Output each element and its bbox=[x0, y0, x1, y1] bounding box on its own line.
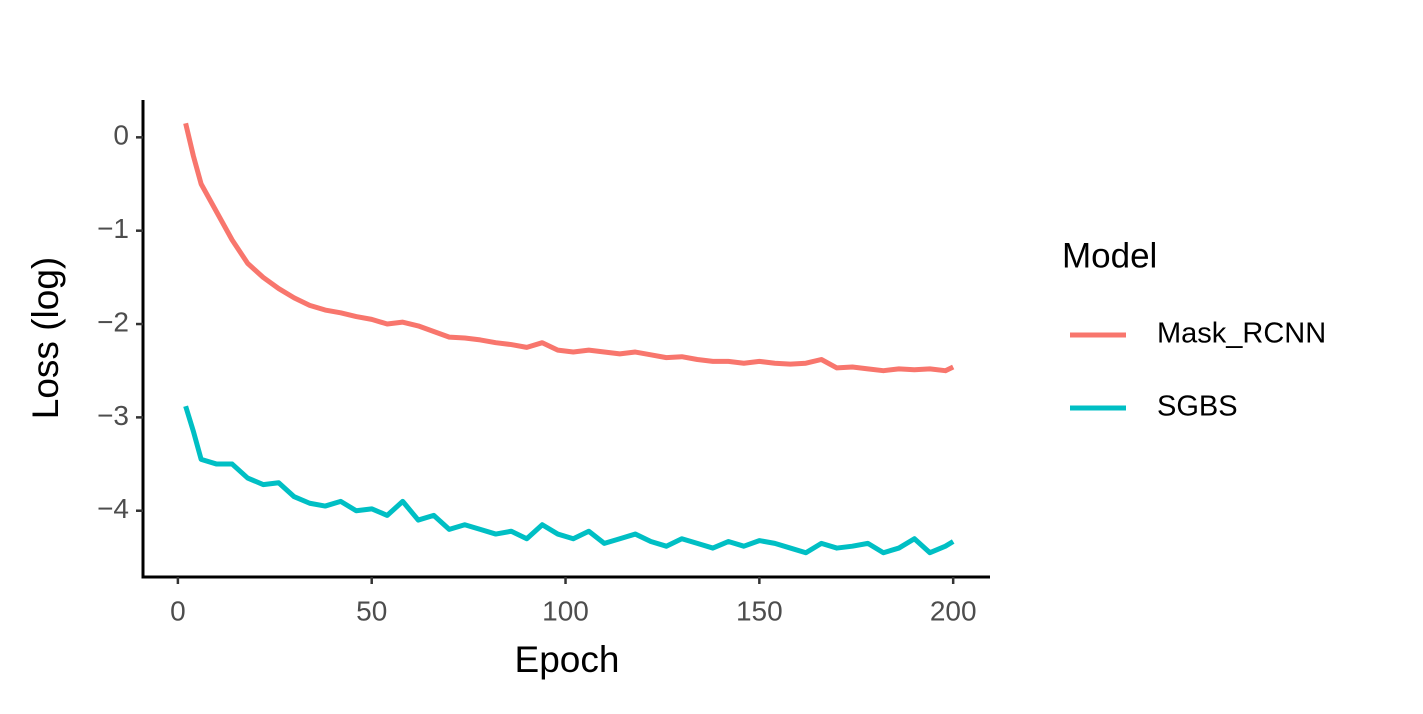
y-axis-title: Loss (log) bbox=[25, 257, 66, 419]
x-tick-label: 100 bbox=[542, 595, 589, 626]
y-tick-label: −1 bbox=[97, 213, 129, 244]
x-tick-label: 50 bbox=[356, 595, 387, 626]
y-tick-label: −4 bbox=[97, 493, 129, 524]
line-series bbox=[183, 122, 955, 374]
legend-label: SGBS bbox=[1157, 391, 1238, 423]
line-series bbox=[183, 405, 955, 556]
x-axis-title: Epoch bbox=[515, 639, 620, 680]
legend-title: Model bbox=[1062, 236, 1157, 275]
x-tick-label: 150 bbox=[736, 595, 783, 626]
x-tick-label: 0 bbox=[170, 595, 186, 626]
y-tick-label: −3 bbox=[97, 400, 129, 431]
legend-label: Mask_RCNN bbox=[1157, 318, 1326, 350]
x-tick-label: 200 bbox=[930, 595, 977, 626]
y-tick-label: −2 bbox=[97, 306, 129, 337]
y-tick-label: 0 bbox=[113, 120, 129, 151]
